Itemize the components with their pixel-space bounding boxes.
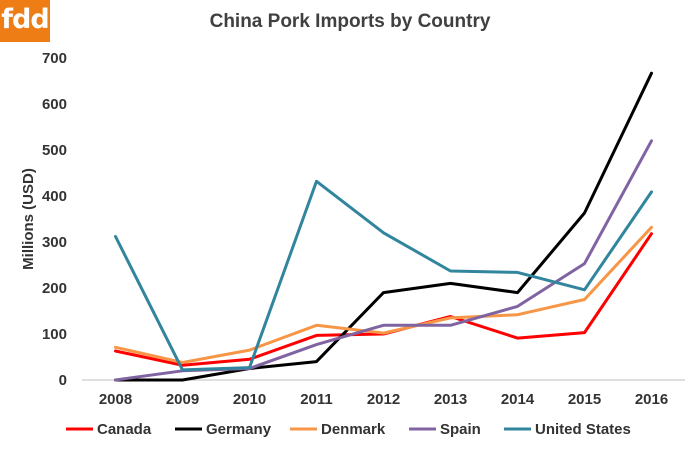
legend-label: Spain	[440, 421, 481, 438]
series-line-spain	[114, 139, 653, 382]
series-line-denmark	[114, 225, 653, 364]
x-tick-label: 2011	[300, 391, 333, 408]
x-tick-label: 2012	[367, 391, 400, 408]
legend-label: United States	[535, 421, 631, 438]
legend-label: Denmark	[321, 421, 386, 438]
series-line-united-states	[114, 179, 653, 372]
x-tick-label: 2008	[99, 391, 132, 408]
y-tick-label: 600	[42, 96, 67, 113]
fdd-logo: fdd	[0, 0, 50, 42]
series-line-canada	[114, 232, 653, 367]
x-tick-label: 2016	[635, 391, 668, 408]
y-tick-label: 500	[42, 142, 67, 159]
y-tick-label: 300	[42, 234, 67, 251]
y-tick-label: 400	[42, 188, 67, 205]
x-tick-label: 2013	[434, 391, 467, 408]
y-tick-label: 200	[42, 280, 67, 297]
series-line-germany	[114, 71, 653, 382]
y-axis-label: Millions (USD)	[20, 168, 37, 270]
x-tick-label: 2014	[501, 391, 535, 408]
y-tick-label: 100	[42, 326, 67, 343]
legend-label: Canada	[97, 421, 152, 438]
x-tick-label: 2009	[166, 391, 199, 408]
x-tick-label: 2015	[568, 391, 601, 408]
chart-title: China Pork Imports by Country	[210, 11, 491, 32]
y-tick-label: 700	[42, 50, 67, 67]
legend-label: Germany	[206, 421, 272, 438]
y-tick-label: 0	[59, 372, 67, 389]
x-tick-label: 2010	[233, 391, 266, 408]
